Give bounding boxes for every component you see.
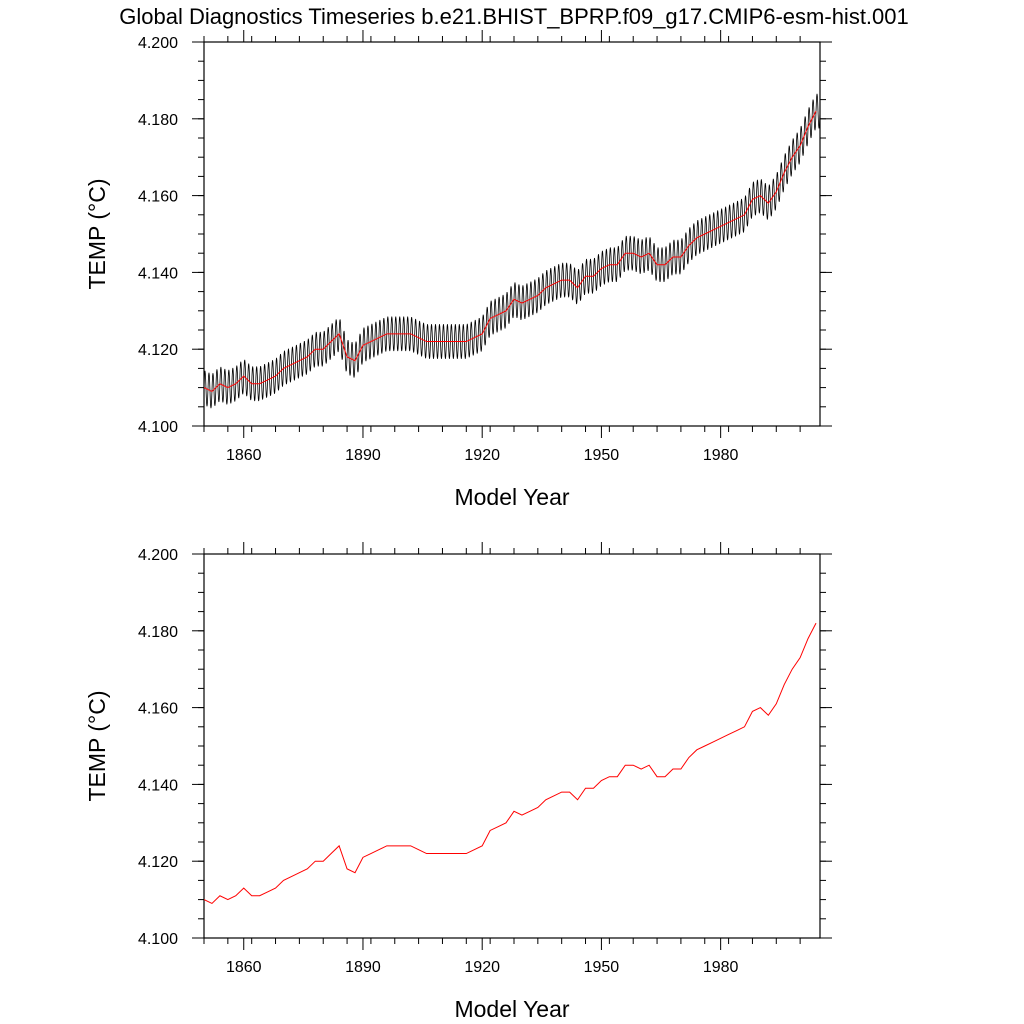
x-axis-label: Model Year bbox=[454, 996, 569, 1022]
bottom-panel-plot: 4.100 4.120 4.140 4.160 4.180 4.200 1860 1890 19… bbox=[84, 542, 832, 1022]
y-tick-label: 4.200 bbox=[138, 35, 178, 52]
x-tick-label: 1920 bbox=[464, 959, 500, 976]
y-tick-label: 4.120 bbox=[138, 342, 178, 359]
plot-frame bbox=[203, 41, 821, 427]
x-tick-label: 1980 bbox=[703, 959, 739, 976]
x-tick-label: 1890 bbox=[345, 959, 381, 976]
x-tick-label: 1860 bbox=[226, 959, 262, 976]
y-axis-label: TEMP (°C) bbox=[84, 691, 110, 802]
x-tick-label: 1950 bbox=[584, 959, 620, 976]
top-panel-plot: 4.100 4.120 4.140 4.160 4.180 4.200 1860 1890 19… bbox=[84, 30, 832, 510]
y-tick-label: 4.180 bbox=[138, 624, 178, 641]
y-axis-label: TEMP (°C) bbox=[84, 179, 110, 290]
figure-title: Global Diagnostics Timeseries b.e21.BHIS… bbox=[119, 4, 909, 29]
y-tick-label: 4.100 bbox=[138, 931, 178, 948]
annual-mean-series-line bbox=[204, 110, 817, 393]
y-tick-label: 4.160 bbox=[138, 701, 178, 718]
x-tick-label: 1920 bbox=[464, 447, 500, 464]
x-tick-label: 1890 bbox=[345, 447, 381, 464]
plot-frame bbox=[203, 553, 821, 939]
y-tick-label: 4.160 bbox=[138, 189, 178, 206]
x-tick-label: 1980 bbox=[703, 447, 739, 464]
y-tick-label: 4.200 bbox=[138, 547, 178, 564]
x-tick-label: 1950 bbox=[584, 447, 620, 464]
y-tick-label: 4.140 bbox=[138, 777, 178, 794]
annual-mean-series-line bbox=[204, 622, 817, 905]
y-tick-label: 4.140 bbox=[138, 265, 178, 282]
y-tick-label: 4.120 bbox=[138, 854, 178, 871]
y-tick-label: 4.180 bbox=[138, 112, 178, 129]
x-axis-label: Model Year bbox=[454, 484, 569, 510]
x-tick-label: 1860 bbox=[226, 447, 262, 464]
monthly-series-line bbox=[204, 93, 820, 409]
y-tick-label: 4.100 bbox=[138, 419, 178, 436]
